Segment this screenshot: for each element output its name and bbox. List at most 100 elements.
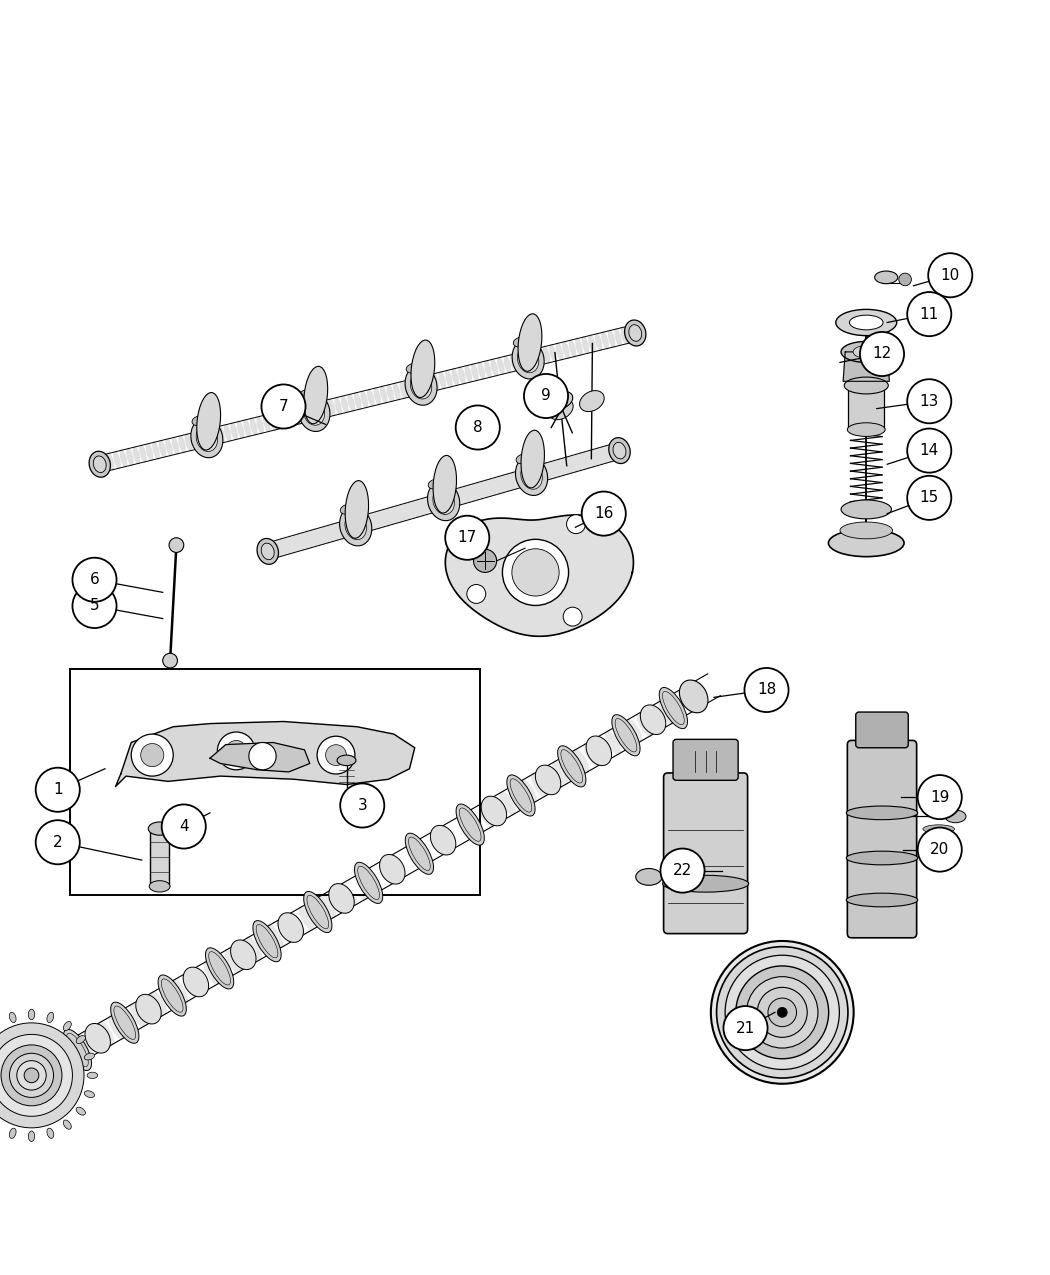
Ellipse shape: [107, 453, 114, 470]
Ellipse shape: [261, 543, 274, 560]
Ellipse shape: [374, 511, 381, 529]
Ellipse shape: [360, 390, 369, 408]
Ellipse shape: [151, 991, 167, 1015]
Circle shape: [726, 955, 839, 1070]
Ellipse shape: [237, 421, 245, 439]
FancyBboxPatch shape: [673, 740, 738, 780]
Circle shape: [36, 820, 80, 864]
Ellipse shape: [411, 372, 432, 399]
Ellipse shape: [172, 436, 180, 455]
Ellipse shape: [178, 435, 186, 454]
Ellipse shape: [600, 446, 608, 464]
Ellipse shape: [405, 366, 437, 405]
Ellipse shape: [302, 404, 310, 423]
Circle shape: [249, 742, 276, 770]
Ellipse shape: [172, 979, 188, 1003]
Ellipse shape: [205, 428, 212, 448]
Ellipse shape: [841, 500, 891, 519]
Ellipse shape: [279, 538, 288, 556]
Ellipse shape: [509, 785, 526, 810]
Text: 2: 2: [52, 835, 63, 849]
Circle shape: [340, 783, 384, 827]
Ellipse shape: [846, 852, 918, 864]
FancyBboxPatch shape: [664, 773, 748, 933]
Circle shape: [72, 584, 117, 629]
Circle shape: [317, 736, 355, 774]
Ellipse shape: [517, 352, 524, 370]
Ellipse shape: [419, 376, 426, 394]
Circle shape: [226, 741, 247, 761]
Ellipse shape: [135, 994, 162, 1024]
Polygon shape: [445, 515, 633, 636]
Text: 7: 7: [278, 399, 289, 414]
Ellipse shape: [608, 444, 616, 462]
Ellipse shape: [513, 337, 528, 347]
Ellipse shape: [373, 864, 388, 889]
Ellipse shape: [434, 493, 441, 513]
Ellipse shape: [310, 529, 317, 547]
Circle shape: [261, 385, 306, 428]
Ellipse shape: [433, 455, 457, 513]
Ellipse shape: [647, 706, 664, 731]
Ellipse shape: [923, 825, 954, 834]
Ellipse shape: [140, 445, 147, 463]
Ellipse shape: [230, 422, 238, 441]
Ellipse shape: [47, 1012, 54, 1023]
Ellipse shape: [63, 1029, 91, 1071]
Ellipse shape: [621, 326, 628, 344]
Ellipse shape: [204, 961, 219, 986]
Ellipse shape: [828, 529, 904, 557]
Ellipse shape: [604, 445, 612, 463]
Ellipse shape: [573, 748, 589, 773]
Ellipse shape: [490, 358, 498, 376]
Ellipse shape: [391, 506, 398, 524]
Ellipse shape: [89, 451, 110, 477]
Ellipse shape: [9, 1012, 16, 1023]
Ellipse shape: [77, 1107, 85, 1116]
Ellipse shape: [439, 371, 446, 389]
Ellipse shape: [629, 325, 642, 342]
Ellipse shape: [405, 833, 434, 875]
Ellipse shape: [380, 854, 405, 884]
Circle shape: [768, 998, 797, 1026]
Text: 14: 14: [920, 444, 939, 458]
Ellipse shape: [635, 868, 662, 885]
Text: 19: 19: [930, 789, 949, 805]
Ellipse shape: [612, 715, 640, 756]
Ellipse shape: [489, 478, 497, 496]
Text: 12: 12: [873, 347, 891, 362]
Ellipse shape: [521, 463, 543, 490]
Circle shape: [1, 1046, 62, 1105]
Ellipse shape: [288, 536, 296, 553]
Ellipse shape: [626, 718, 643, 743]
Ellipse shape: [149, 881, 170, 892]
Ellipse shape: [659, 687, 688, 728]
Circle shape: [36, 768, 80, 812]
Ellipse shape: [63, 1119, 71, 1130]
Ellipse shape: [527, 467, 536, 484]
Ellipse shape: [536, 765, 561, 794]
Ellipse shape: [380, 385, 387, 404]
Ellipse shape: [362, 870, 378, 894]
Ellipse shape: [510, 353, 518, 372]
Circle shape: [456, 405, 500, 450]
Ellipse shape: [849, 315, 883, 330]
Ellipse shape: [433, 487, 455, 514]
Ellipse shape: [583, 451, 591, 469]
Ellipse shape: [256, 931, 273, 955]
Ellipse shape: [196, 393, 220, 450]
Ellipse shape: [296, 533, 304, 551]
Ellipse shape: [450, 488, 458, 507]
Ellipse shape: [85, 1024, 110, 1053]
Ellipse shape: [374, 388, 381, 405]
Ellipse shape: [471, 363, 479, 381]
Text: 5: 5: [89, 598, 100, 613]
Bar: [848, 385, 884, 430]
Ellipse shape: [253, 921, 281, 961]
Ellipse shape: [494, 477, 501, 495]
Ellipse shape: [322, 525, 330, 544]
Ellipse shape: [553, 459, 561, 478]
Circle shape: [582, 492, 626, 536]
Ellipse shape: [348, 518, 356, 537]
Ellipse shape: [678, 688, 695, 713]
